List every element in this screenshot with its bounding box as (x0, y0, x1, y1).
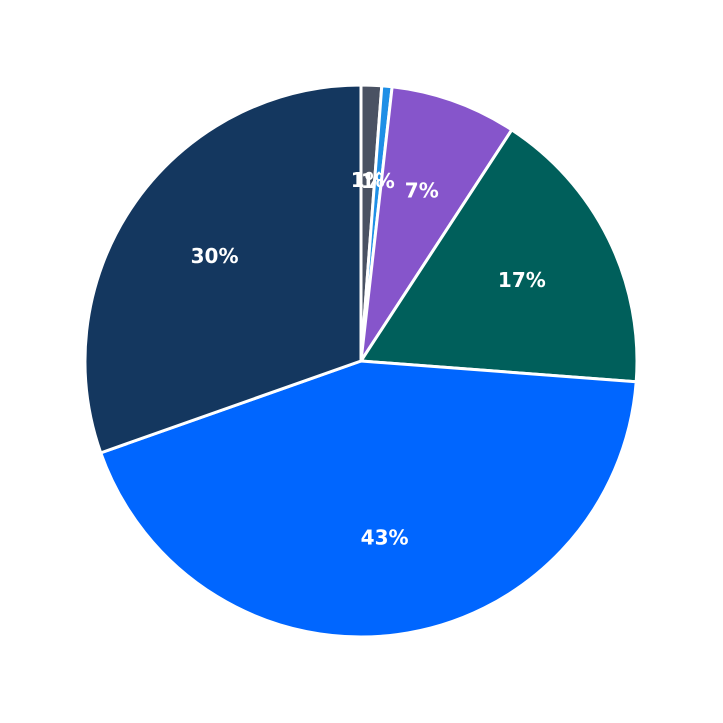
slice-label: 43% (361, 525, 409, 549)
pie-slice (83, 83, 363, 455)
slice-label: 1% (351, 168, 385, 192)
pie-slice (359, 128, 639, 384)
pie-slice (359, 85, 514, 363)
slice-label: 7% (405, 179, 439, 203)
pie-slice (99, 359, 638, 639)
slice-label: 17% (498, 268, 546, 292)
slice-label: 1% (361, 169, 395, 193)
slice-label: 30% (191, 244, 239, 268)
